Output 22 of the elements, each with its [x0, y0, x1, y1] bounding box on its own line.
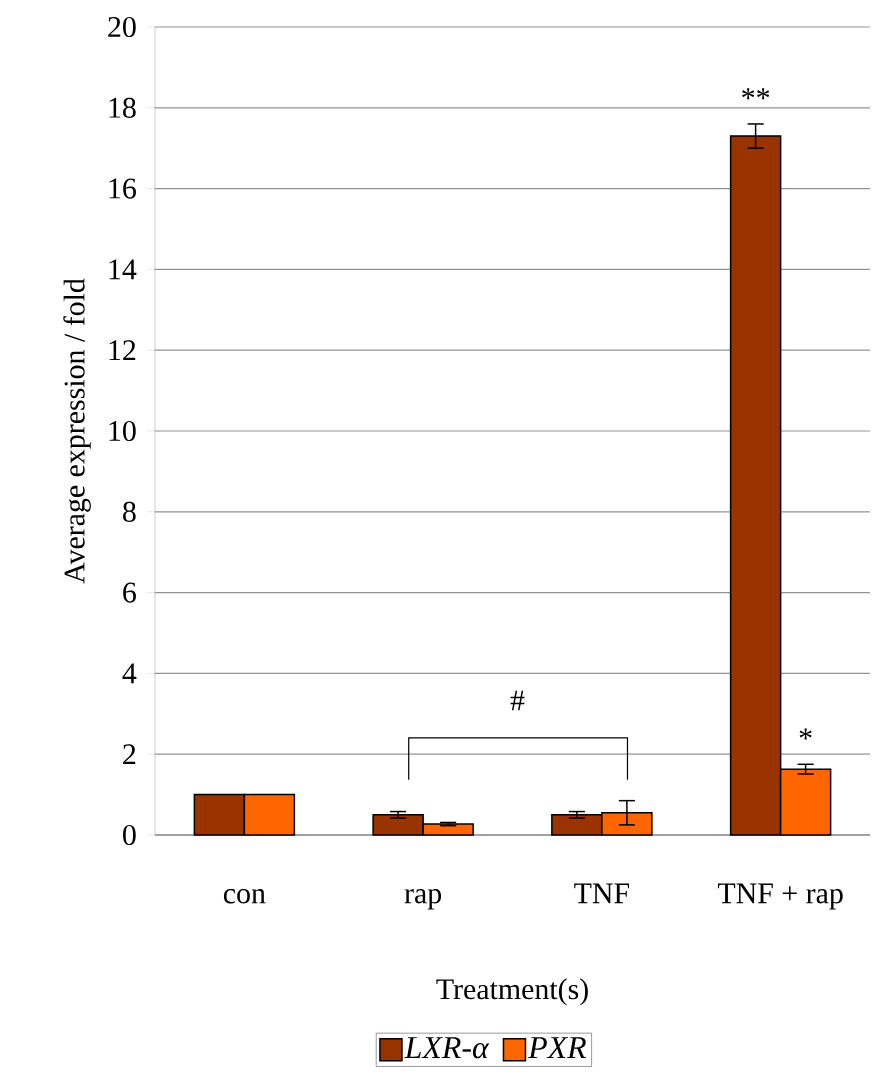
- legend-label: LXR-α: [404, 1037, 490, 1059]
- y-tick-label: 18: [109, 97, 136, 118]
- y-tick-label: 8: [123, 501, 136, 522]
- x-tick-label: TNF + rap: [717, 883, 843, 910]
- y-tick-label: 12: [109, 340, 136, 361]
- y-tick-label: 16: [109, 178, 136, 199]
- annotation: #: [510, 690, 525, 711]
- legend-label: PXR: [528, 1037, 587, 1059]
- y-tick-label: 0: [123, 824, 136, 846]
- x-tick-label: rap: [404, 889, 442, 910]
- x-tick-label: con: [223, 889, 266, 904]
- y-tick-label: 4: [122, 663, 137, 684]
- y-tick-label: 20: [108, 16, 136, 38]
- x-tick-label: TNF: [574, 883, 630, 904]
- y-tick-label: 2: [123, 744, 136, 765]
- y-axis-title: Average expression / fold: [63, 278, 91, 584]
- annotation: **: [742, 88, 770, 100]
- y-tick-label: 6: [123, 582, 136, 603]
- annotation: *: [799, 728, 812, 740]
- y-tick-label: 10: [109, 420, 136, 442]
- x-axis-title: Treatment(s): [436, 978, 588, 1006]
- y-tick-label: 14: [109, 259, 137, 280]
